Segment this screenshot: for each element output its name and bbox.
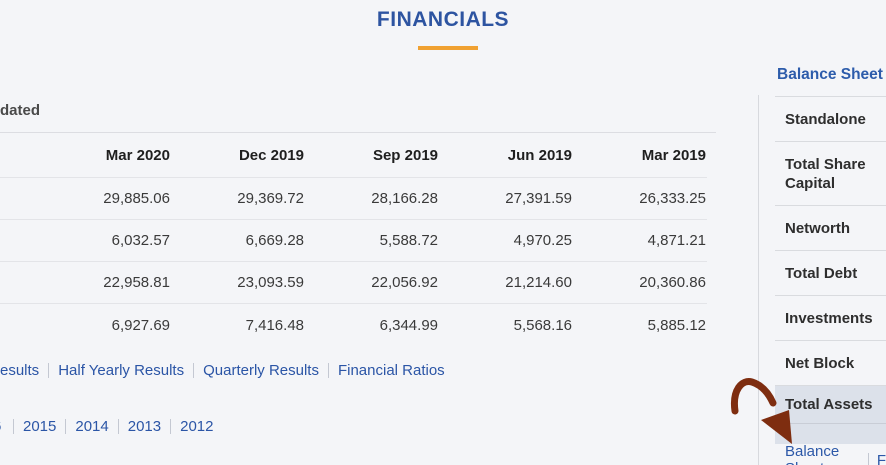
table-cell: 26,333.25 (639, 190, 706, 207)
link-results-fragment[interactable]: esults (0, 362, 40, 379)
divider (65, 419, 67, 434)
table-cell: 4,970.25 (513, 232, 572, 249)
table-cell: 7,416.48 (245, 316, 304, 334)
page-title: FINANCIALS (376, 8, 510, 31)
sidebar-item-standalone: Standalone (775, 96, 886, 141)
balance-sheet-table: Mar 2020 Dec 2019 Sep 2019 Jun 2019 Mar … (0, 132, 716, 346)
table-row: 22,958.81 23,093.59 22,056.92 21,214.60 … (0, 262, 707, 304)
divider (48, 363, 50, 378)
col-header: Mar 2019 (641, 146, 706, 164)
table-header-row: Mar 2020 Dec 2019 Sep 2019 Jun 2019 Mar … (0, 133, 707, 178)
report-type-links: esults Half Yearly Results Quarterly Res… (0, 362, 445, 379)
sidebar-left-border (758, 95, 759, 465)
sidebar-highlight-stub (775, 423, 886, 444)
link-year-2013[interactable]: 2013 (127, 418, 162, 435)
link-balance-sheet[interactable]: Balance Sheet (785, 443, 840, 465)
sidebar-item-networth: Networth (775, 205, 886, 250)
table-cell: 21,214.60 (505, 274, 572, 291)
table-cell: 6,344.99 (379, 316, 438, 334)
sidebar-item-investments: Investments (775, 295, 886, 340)
sidebar-heading-balance-sheet: Balance Sheet (777, 66, 883, 83)
link-year-2012[interactable]: 2012 (180, 418, 214, 435)
sidebar-item-total-share-capital: Total Share Capital (775, 141, 886, 205)
table-cell: 22,056.92 (371, 274, 438, 291)
link-financial-ratios[interactable]: Financial Ratios (337, 362, 445, 379)
sidebar-item-total-assets: Total Assets (775, 385, 886, 423)
table-cell: 23,093.59 (237, 274, 304, 291)
table-cell: 4,871.21 (647, 232, 706, 249)
divider (13, 419, 14, 434)
table-cell: 27,391.59 (505, 190, 572, 207)
table-cell: 28,166.28 (371, 190, 438, 207)
table-cell: 6,669.28 (245, 232, 304, 249)
divider (327, 363, 329, 378)
divider (117, 419, 119, 434)
col-header: Jun 2019 (507, 146, 572, 164)
table-cell: 5,885.12 (647, 316, 706, 334)
table-row: 6,927.69 7,416.48 6,344.99 5,568.16 5,88… (0, 304, 707, 346)
link-half-yearly-results[interactable]: Half Yearly Results (58, 362, 185, 379)
divider (170, 419, 172, 434)
link-year-2015[interactable]: 2015 (23, 418, 57, 435)
balance-sheet-widget: Standalone Total Share Capital Networth … (775, 96, 886, 444)
divider (867, 452, 869, 465)
table-cell: 5,588.72 (379, 232, 438, 249)
year-links: 6 2015 2014 2013 2012 (0, 418, 214, 435)
col-header: Dec 2019 (238, 146, 304, 164)
title-underline (418, 46, 478, 50)
table-cell: 6,927.69 (111, 316, 170, 334)
link-next-fragment[interactable]: F (876, 451, 886, 465)
table-cell: 6,032.57 (111, 232, 170, 249)
sidebar-item-total-debt: Total Debt (775, 250, 886, 295)
year-cutoff-fragment: 6 (0, 418, 4, 435)
divider (193, 363, 195, 378)
table-cell: 5,568.16 (513, 316, 572, 334)
table-cell: 20,360.86 (639, 274, 706, 291)
sidebar-item-net-block: Net Block (775, 340, 886, 385)
table-row: 6,032.57 6,669.28 5,588.72 4,970.25 4,87… (0, 220, 707, 262)
link-year-2014[interactable]: 2014 (75, 418, 109, 435)
col-header: Mar 2020 (105, 146, 170, 164)
sidebar-footer-links: Balance Sheet F (785, 443, 886, 465)
table-cell: 29,885.06 (103, 190, 170, 207)
link-quarterly-results[interactable]: Quarterly Results (203, 362, 319, 379)
table-cell: 22,958.81 (103, 274, 170, 291)
table-row: 29,885.06 29,369.72 28,166.28 27,391.59 … (0, 178, 707, 220)
consolidated-tab-fragment[interactable]: dated (0, 102, 41, 119)
col-header: Sep 2019 (372, 146, 438, 164)
table-cell: 29,369.72 (237, 190, 304, 207)
